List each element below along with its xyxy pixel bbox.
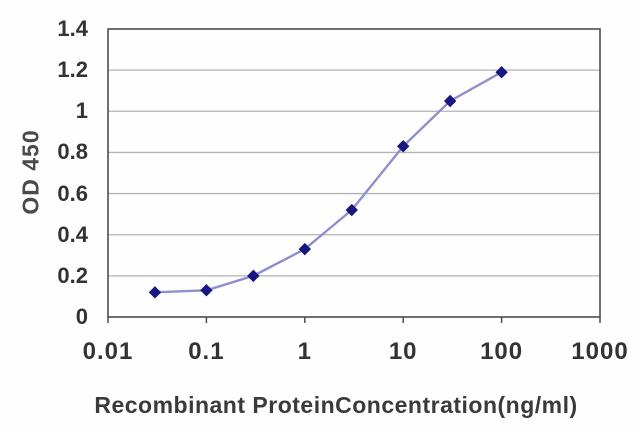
y-tick-label: 1: [75, 98, 88, 124]
y-tick-label: 1.2: [57, 57, 88, 83]
plot-frame: [107, 28, 601, 318]
y-tick-label: 0.2: [57, 262, 88, 288]
y-tick-label: 0.8: [57, 139, 88, 165]
x-tick-label: 1000: [571, 338, 629, 365]
series-line: [154, 71, 503, 294]
y-tick-label: 0.6: [57, 180, 88, 206]
data-point-marker: [345, 203, 358, 217]
x-tick-label: 100: [480, 338, 524, 365]
x-tick-label: 10: [388, 338, 418, 365]
data-point-marker: [200, 284, 213, 297]
data-point-marker: [396, 140, 410, 153]
data-point-marker: [495, 65, 508, 79]
data-point-marker: [148, 286, 162, 299]
y-tick-label: 0.4: [57, 221, 88, 247]
x-tick-label: 1: [297, 338, 312, 365]
x-tick-label: 0.1: [188, 338, 225, 365]
y-tick-label: 1.4: [57, 16, 88, 41]
x-tick-label: 0.01: [82, 338, 134, 365]
data-point-marker: [247, 269, 260, 283]
x-axis-title: Recombinant ProteinConcentration(ng/ml): [94, 392, 578, 418]
data-point-marker: [298, 242, 312, 256]
y-tick-label: 0: [75, 304, 88, 329]
data-point-marker: [443, 94, 457, 108]
